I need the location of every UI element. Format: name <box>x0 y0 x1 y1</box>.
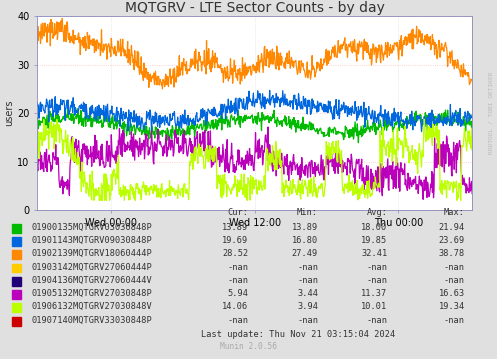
Text: Munin 2.0.56: Munin 2.0.56 <box>220 342 277 351</box>
Text: 01904136MQTGRV27060444V: 01904136MQTGRV27060444V <box>31 276 152 285</box>
Y-axis label: users: users <box>4 100 14 126</box>
Text: -nan: -nan <box>444 276 465 285</box>
Text: -nan: -nan <box>367 262 388 272</box>
Text: -nan: -nan <box>228 262 248 272</box>
Text: 3.44: 3.44 <box>297 289 318 298</box>
Title: MQTGRV - LTE Sector Counts - by day: MQTGRV - LTE Sector Counts - by day <box>125 1 385 15</box>
Text: 3.94: 3.94 <box>297 302 318 312</box>
Text: 01901143MQTGRV09030848P: 01901143MQTGRV09030848P <box>31 236 152 245</box>
Text: 19.34: 19.34 <box>438 302 465 312</box>
Text: 23.69: 23.69 <box>438 236 465 245</box>
Text: 13.89: 13.89 <box>292 223 318 232</box>
Text: 01902139MQTGRV18060444P: 01902139MQTGRV18060444P <box>31 249 152 258</box>
Text: -nan: -nan <box>297 262 318 272</box>
Text: 01900135MQTGRV03030848P: 01900135MQTGRV03030848P <box>31 223 152 232</box>
Text: 16.80: 16.80 <box>292 236 318 245</box>
Text: -nan: -nan <box>228 316 248 325</box>
Text: 28.52: 28.52 <box>222 249 248 258</box>
Text: -nan: -nan <box>228 276 248 285</box>
Text: Min:: Min: <box>297 208 318 217</box>
Text: -nan: -nan <box>297 276 318 285</box>
Text: 18.00: 18.00 <box>361 223 388 232</box>
Text: 19.69: 19.69 <box>222 236 248 245</box>
Text: Cur:: Cur: <box>228 208 248 217</box>
Text: -nan: -nan <box>367 316 388 325</box>
Text: 38.78: 38.78 <box>438 249 465 258</box>
Text: 16.63: 16.63 <box>438 289 465 298</box>
Text: 14.06: 14.06 <box>222 302 248 312</box>
Text: -nan: -nan <box>367 276 388 285</box>
Text: 01907140MQTGRV33030848P: 01907140MQTGRV33030848P <box>31 316 152 325</box>
Text: 01905132MQTGRV27030848P: 01905132MQTGRV27030848P <box>31 289 152 298</box>
Text: -nan: -nan <box>444 316 465 325</box>
Text: 10.01: 10.01 <box>361 302 388 312</box>
Text: Max:: Max: <box>444 208 465 217</box>
Text: Last update: Thu Nov 21 03:15:04 2024: Last update: Thu Nov 21 03:15:04 2024 <box>201 330 395 340</box>
Text: 21.94: 21.94 <box>438 223 465 232</box>
Text: RRDTOOL / TOBI OETIKER: RRDTOOL / TOBI OETIKER <box>489 72 494 154</box>
Text: 19.85: 19.85 <box>361 236 388 245</box>
Text: 01903142MQTGRV27060444P: 01903142MQTGRV27060444P <box>31 262 152 272</box>
Text: 5.94: 5.94 <box>228 289 248 298</box>
Text: Avg:: Avg: <box>367 208 388 217</box>
Text: 13.89: 13.89 <box>222 223 248 232</box>
Text: 32.41: 32.41 <box>361 249 388 258</box>
Text: 11.37: 11.37 <box>361 289 388 298</box>
Text: 01906132MQTGRV27030848V: 01906132MQTGRV27030848V <box>31 302 152 312</box>
Text: -nan: -nan <box>444 262 465 272</box>
Text: 27.49: 27.49 <box>292 249 318 258</box>
Text: -nan: -nan <box>297 316 318 325</box>
